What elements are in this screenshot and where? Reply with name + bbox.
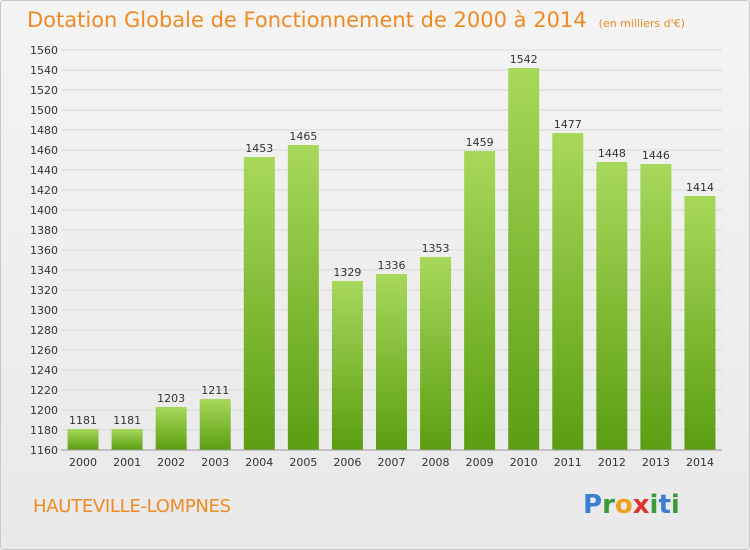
bars bbox=[67, 68, 716, 450]
value-label-2008: 1353 bbox=[422, 242, 450, 255]
y-tick-label: 1500 bbox=[30, 104, 58, 117]
x-tick-label-2003: 2003 bbox=[201, 456, 229, 469]
bar-2001 bbox=[111, 429, 143, 450]
y-tick-label: 1420 bbox=[30, 184, 58, 197]
y-tick-label: 1180 bbox=[30, 424, 58, 437]
y-tick-label: 1200 bbox=[30, 404, 58, 417]
bar-2002 bbox=[155, 407, 187, 450]
bar-2005 bbox=[287, 145, 319, 450]
x-tick-label-2006: 2006 bbox=[333, 456, 361, 469]
commune-name: HAUTEVILLE-LOMPNES bbox=[33, 496, 231, 517]
value-label-2006: 1329 bbox=[333, 266, 361, 279]
y-tick-label: 1300 bbox=[30, 304, 58, 317]
logo-letter: i bbox=[649, 490, 659, 520]
y-tick-label: 1340 bbox=[30, 264, 58, 277]
x-tick-label-2005: 2005 bbox=[289, 456, 317, 469]
value-label-2001: 1181 bbox=[113, 414, 141, 427]
x-tick-label-2010: 2010 bbox=[510, 456, 538, 469]
value-label-2014: 1414 bbox=[686, 181, 714, 194]
y-tick-label: 1320 bbox=[30, 284, 58, 297]
y-tick-label: 1540 bbox=[30, 64, 58, 77]
bar-2008 bbox=[420, 257, 452, 450]
y-tick-label: 1260 bbox=[30, 344, 58, 357]
bar-2010 bbox=[508, 68, 540, 450]
x-tick-label-2004: 2004 bbox=[245, 456, 273, 469]
chart-title: Dotation Globale de Fonctionnement de 20… bbox=[27, 8, 685, 32]
value-label-2011: 1477 bbox=[554, 118, 582, 131]
bar-2009 bbox=[464, 151, 496, 450]
value-label-2009: 1459 bbox=[466, 136, 494, 149]
y-tick-label: 1480 bbox=[30, 124, 58, 137]
value-label-2004: 1453 bbox=[245, 142, 273, 155]
x-tick-label-2014: 2014 bbox=[686, 456, 714, 469]
value-label-2003: 1211 bbox=[201, 384, 229, 397]
y-tick-label: 1460 bbox=[30, 144, 58, 157]
bar-2006 bbox=[331, 281, 363, 450]
x-tick-label-2012: 2012 bbox=[598, 456, 626, 469]
bar-2003 bbox=[199, 399, 231, 450]
logo-letter: t bbox=[658, 490, 671, 520]
bar-2000 bbox=[67, 429, 99, 450]
logo-letter: o bbox=[614, 490, 633, 520]
bar-2011 bbox=[552, 133, 584, 450]
x-tick-label-2000: 2000 bbox=[69, 456, 97, 469]
value-label-2007: 1336 bbox=[378, 259, 406, 272]
logo-letter: P bbox=[583, 490, 603, 520]
bar-2013 bbox=[640, 164, 672, 450]
chart-title-text: Dotation Globale de Fonctionnement de 20… bbox=[27, 8, 587, 32]
y-tick-label: 1400 bbox=[30, 204, 58, 217]
value-label-2005: 1465 bbox=[289, 130, 317, 143]
chart-subtitle: (en milliers d'€) bbox=[598, 17, 685, 30]
x-tick-label-2013: 2013 bbox=[642, 456, 670, 469]
value-labels: 1181 1181 1203 1211 1453 1465 1329 1336 1353 1459… bbox=[69, 53, 714, 427]
x-axis-ticks: 2000 2001 2002 2003 2004 2005 2006 2007 2008 2009… bbox=[69, 456, 714, 469]
bar-2012 bbox=[596, 162, 628, 450]
value-label-2013: 1446 bbox=[642, 149, 670, 162]
x-tick-label-2007: 2007 bbox=[378, 456, 406, 469]
x-tick-label-2002: 2002 bbox=[157, 456, 185, 469]
y-tick-label: 1520 bbox=[30, 84, 58, 97]
logo-letter: i bbox=[670, 490, 680, 520]
y-tick-label: 1560 bbox=[30, 44, 58, 57]
y-tick-label: 1440 bbox=[30, 164, 58, 177]
y-tick-label: 1280 bbox=[30, 324, 58, 337]
bar-2004 bbox=[243, 157, 275, 450]
logo-letter: r bbox=[602, 490, 615, 520]
bar-2007 bbox=[376, 274, 407, 450]
y-tick-label: 1360 bbox=[30, 244, 58, 257]
x-tick-label-2008: 2008 bbox=[422, 456, 450, 469]
x-tick-label-2011: 2011 bbox=[554, 456, 582, 469]
proxiti-logo: Proxiti bbox=[583, 490, 680, 520]
y-axis-ticks: 1160 1180 1200 1220 1240 1260 1280 1300 1320 1340… bbox=[30, 44, 58, 457]
value-label-2002: 1203 bbox=[157, 392, 185, 405]
y-tick-label: 1160 bbox=[30, 444, 58, 457]
y-tick-label: 1240 bbox=[30, 364, 58, 377]
y-tick-label: 1220 bbox=[30, 384, 58, 397]
value-label-2010: 1542 bbox=[510, 53, 538, 66]
y-tick-label: 1380 bbox=[30, 224, 58, 237]
value-label-2000: 1181 bbox=[69, 414, 97, 427]
value-label-2012: 1448 bbox=[598, 147, 626, 160]
logo-letter: x bbox=[632, 490, 650, 520]
bar-2014 bbox=[684, 196, 716, 450]
x-tick-label-2009: 2009 bbox=[466, 456, 494, 469]
x-tick-label-2001: 2001 bbox=[113, 456, 141, 469]
